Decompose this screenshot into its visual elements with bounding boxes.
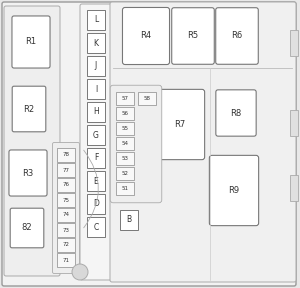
- Bar: [57, 208, 75, 222]
- Text: 75: 75: [62, 198, 70, 202]
- Text: 51: 51: [122, 186, 128, 191]
- Bar: [57, 148, 75, 162]
- Text: R3: R3: [22, 168, 34, 177]
- Bar: [57, 238, 75, 252]
- Bar: [290, 110, 298, 136]
- Text: 73: 73: [62, 228, 70, 232]
- FancyBboxPatch shape: [216, 8, 258, 64]
- Text: R4: R4: [140, 31, 152, 41]
- Text: R7: R7: [174, 120, 186, 129]
- Bar: [116, 107, 134, 120]
- Circle shape: [72, 264, 88, 280]
- Bar: [87, 56, 105, 76]
- Text: I: I: [95, 84, 97, 94]
- FancyBboxPatch shape: [110, 2, 296, 282]
- FancyBboxPatch shape: [209, 155, 259, 226]
- Bar: [116, 152, 134, 165]
- Text: 58: 58: [143, 96, 151, 101]
- Text: 56: 56: [122, 111, 128, 116]
- FancyBboxPatch shape: [2, 2, 296, 286]
- FancyBboxPatch shape: [12, 16, 50, 68]
- Text: 78: 78: [62, 153, 70, 158]
- Bar: [57, 253, 75, 267]
- FancyBboxPatch shape: [80, 4, 112, 280]
- Bar: [87, 79, 105, 99]
- FancyBboxPatch shape: [216, 90, 256, 136]
- Bar: [116, 92, 134, 105]
- Text: R6: R6: [231, 31, 243, 41]
- Text: 55: 55: [122, 126, 128, 131]
- FancyBboxPatch shape: [122, 7, 170, 65]
- Text: F: F: [94, 154, 98, 162]
- Bar: [87, 125, 105, 145]
- FancyBboxPatch shape: [52, 143, 80, 273]
- Text: R8: R8: [230, 109, 242, 118]
- FancyBboxPatch shape: [172, 8, 214, 64]
- Bar: [116, 182, 134, 195]
- Text: K: K: [94, 39, 98, 48]
- Bar: [116, 122, 134, 135]
- Text: H: H: [93, 107, 99, 117]
- Bar: [87, 194, 105, 214]
- Text: G: G: [93, 130, 99, 139]
- Bar: [138, 92, 156, 105]
- Text: E: E: [94, 177, 98, 185]
- FancyBboxPatch shape: [155, 89, 205, 160]
- Bar: [87, 171, 105, 191]
- FancyBboxPatch shape: [9, 150, 47, 196]
- Text: R1: R1: [26, 37, 37, 46]
- FancyBboxPatch shape: [10, 208, 44, 248]
- Bar: [116, 167, 134, 180]
- Bar: [87, 102, 105, 122]
- Bar: [290, 175, 298, 201]
- Text: 57: 57: [122, 96, 128, 101]
- Text: J: J: [95, 62, 97, 71]
- Text: R5: R5: [188, 31, 199, 41]
- Bar: [87, 10, 105, 30]
- Bar: [290, 30, 298, 56]
- FancyBboxPatch shape: [4, 6, 60, 276]
- Text: R2: R2: [23, 105, 34, 113]
- Bar: [57, 163, 75, 177]
- Bar: [57, 178, 75, 192]
- Bar: [116, 137, 134, 150]
- Text: D: D: [93, 200, 99, 209]
- Text: C: C: [93, 223, 99, 232]
- Text: 52: 52: [122, 171, 128, 176]
- Text: 77: 77: [62, 168, 70, 173]
- Bar: [87, 148, 105, 168]
- Text: 53: 53: [122, 156, 128, 161]
- Text: 71: 71: [62, 257, 70, 262]
- Bar: [87, 217, 105, 237]
- Text: 72: 72: [62, 242, 70, 247]
- FancyBboxPatch shape: [110, 85, 162, 203]
- Text: 76: 76: [62, 183, 70, 187]
- Text: 82: 82: [22, 223, 32, 232]
- Bar: [57, 223, 75, 237]
- Bar: [87, 33, 105, 53]
- Text: B: B: [126, 215, 132, 225]
- FancyBboxPatch shape: [12, 86, 46, 132]
- Text: 74: 74: [62, 213, 70, 217]
- Bar: [57, 193, 75, 207]
- Text: L: L: [94, 16, 98, 24]
- Text: R9: R9: [228, 186, 240, 195]
- Text: 54: 54: [122, 141, 128, 146]
- Bar: [120, 210, 138, 230]
